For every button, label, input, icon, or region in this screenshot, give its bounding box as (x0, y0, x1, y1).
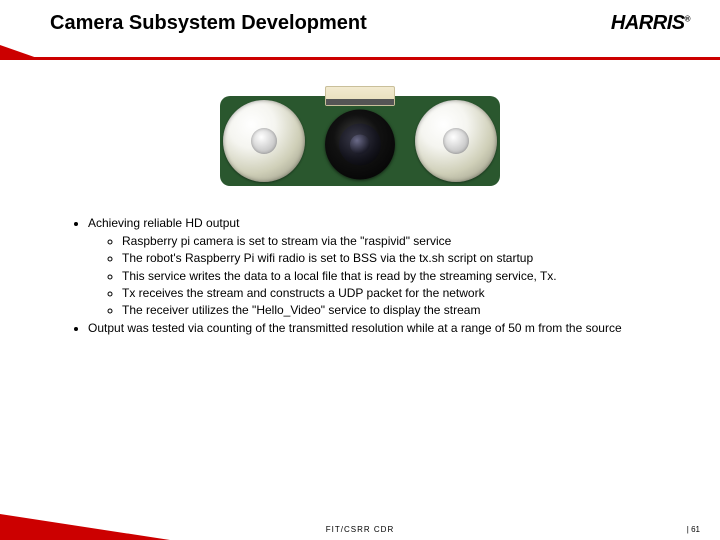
accent-triangle (0, 514, 170, 540)
list-item: Output was tested via counting of the tr… (88, 320, 670, 336)
list-item: Tx receives the stream and constructs a … (122, 285, 670, 301)
ir-led-right (415, 100, 497, 182)
slide-header: Camera Subsystem Development HARRIS® (0, 0, 720, 60)
slide-footer: FIT/CSRR CDR | 61 (0, 514, 720, 540)
bullet-text: Achieving reliable HD output (88, 216, 239, 230)
ribbon-cable (325, 86, 395, 106)
accent-rule (0, 57, 720, 60)
page-number: | 61 (687, 525, 700, 534)
list-item: The robot's Raspberry Pi wifi radio is s… (122, 250, 670, 266)
camera-lens (325, 109, 395, 179)
list-item: This service writes the data to a local … (122, 268, 670, 284)
camera-module-graphic (215, 88, 505, 193)
list-item: The receiver utilizes the "Hello_Video" … (122, 302, 670, 318)
list-item: Achieving reliable HD output Raspberry p… (88, 215, 670, 318)
camera-figure (0, 60, 720, 193)
bullet-content: Achieving reliable HD output Raspberry p… (0, 193, 720, 336)
list-item: Raspberry pi camera is set to stream via… (122, 233, 670, 249)
harris-logo: HARRIS® (611, 12, 690, 35)
ir-led-left (223, 100, 305, 182)
footer-label: FIT/CSRR CDR (326, 525, 394, 534)
